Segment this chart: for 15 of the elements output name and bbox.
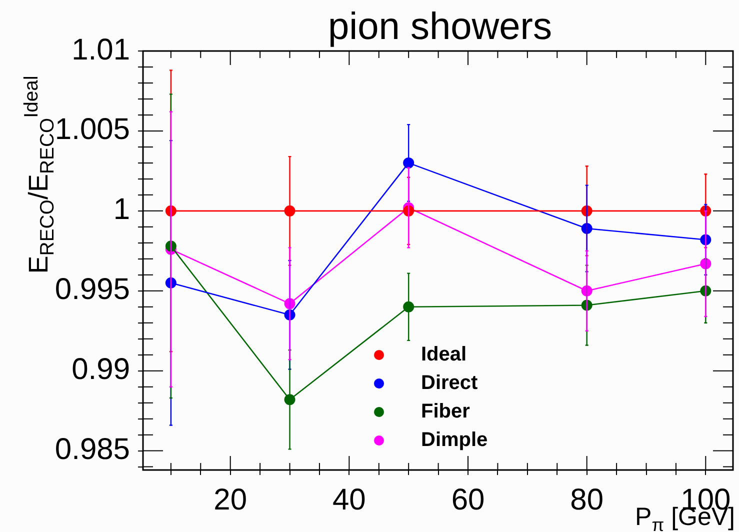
y-tick-label: 0.99 <box>72 353 130 386</box>
legend-label: Dimple <box>421 429 488 452</box>
chart-title: pion showers <box>327 6 553 48</box>
legend-label: Ideal <box>421 344 467 366</box>
y-tick-label: 1 <box>113 193 130 226</box>
x-tick-label: 80 <box>570 483 604 516</box>
legend-label: Direct <box>421 372 478 394</box>
x-tick-label: 40 <box>332 483 366 516</box>
y-tick-label: 1.005 <box>54 113 130 146</box>
x-tick-label: 60 <box>451 483 485 516</box>
y-tick-label: 1.01 <box>72 33 130 66</box>
legend-label: Fiber <box>421 400 470 423</box>
y-tick-label: 0.985 <box>54 433 130 466</box>
x-tick-label: 20 <box>214 483 248 516</box>
y-tick-label: 0.995 <box>54 273 130 306</box>
